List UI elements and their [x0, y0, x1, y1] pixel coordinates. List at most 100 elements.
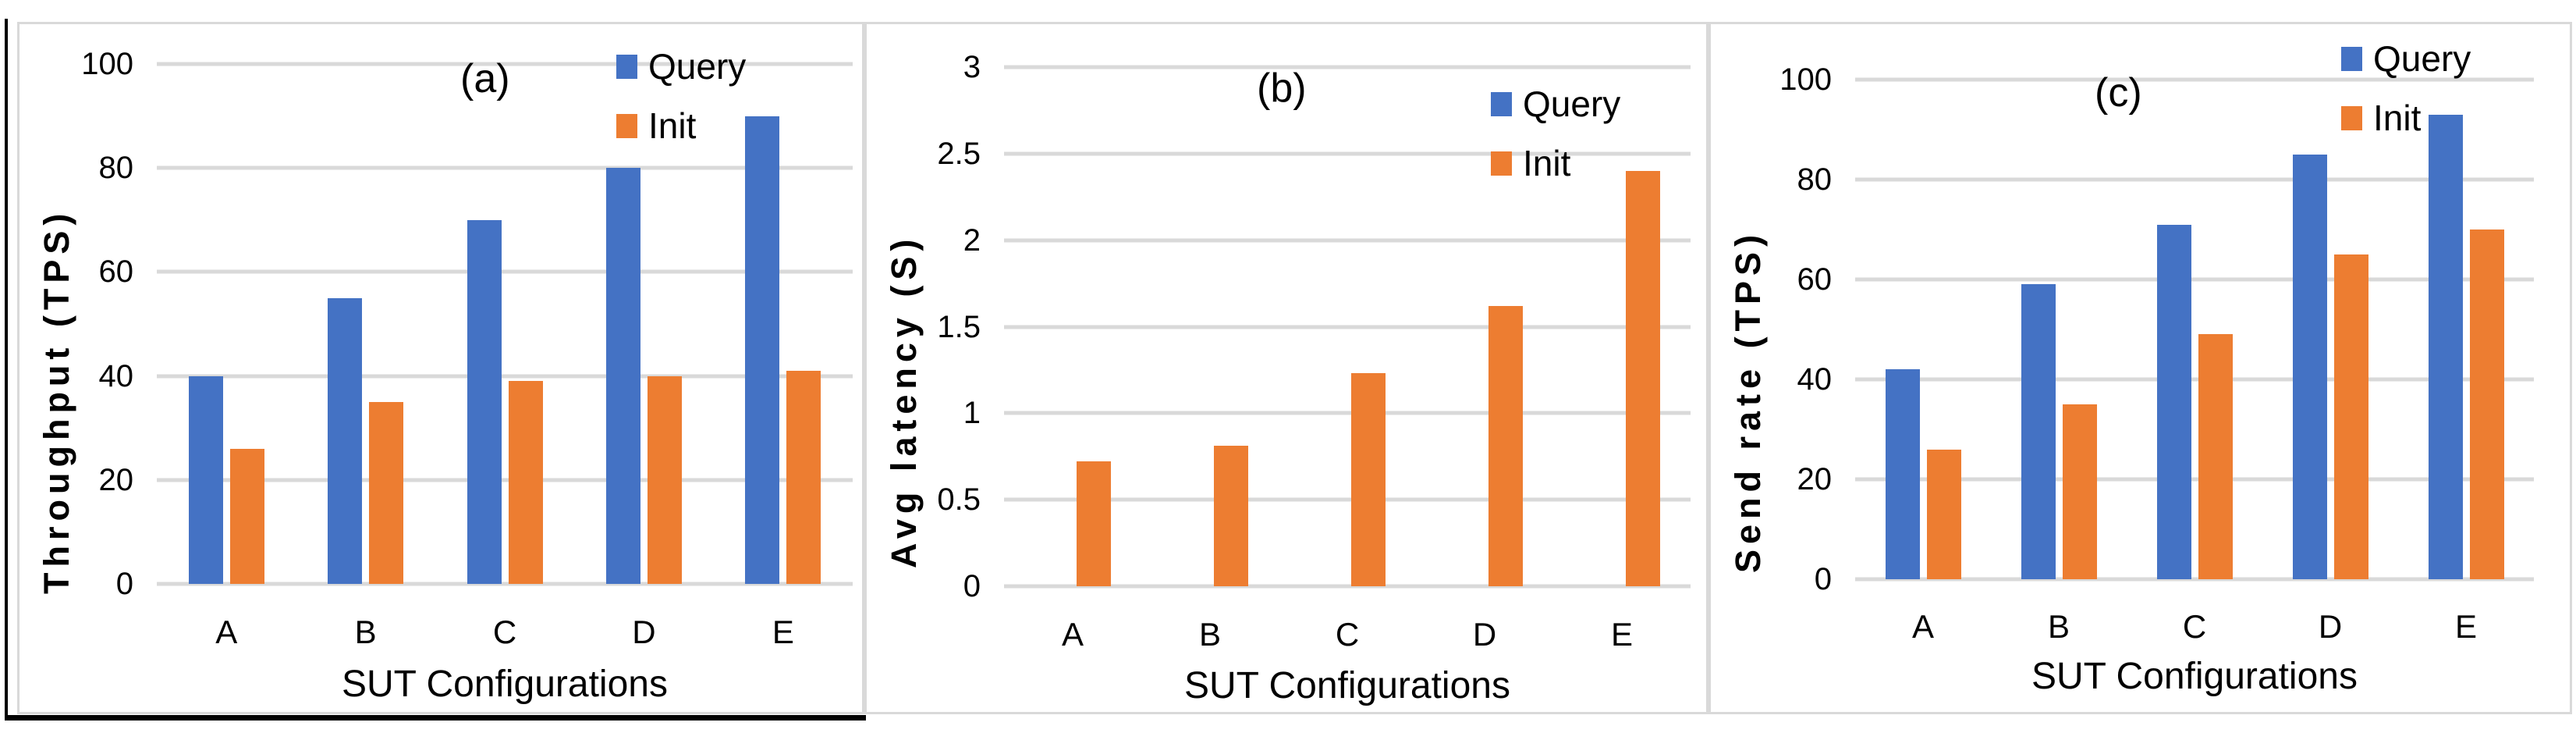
- bar-init-e: [786, 370, 821, 584]
- bar-group-d: [2262, 80, 2398, 579]
- gridline: [1004, 497, 1691, 502]
- legend-label-init: Init: [1523, 143, 1571, 183]
- legend-item-init: Init: [616, 107, 746, 144]
- bar-group-c: [2127, 80, 2262, 579]
- bar-groups: [157, 64, 853, 584]
- y-axis-tick-label: 2.5: [937, 136, 981, 171]
- legend-swatch-init-icon: [2341, 105, 2362, 130]
- bar-init-e: [1625, 171, 1660, 586]
- legend-label-init: Init: [2373, 98, 2422, 138]
- x-axis-title: SUT Configurations: [342, 664, 668, 705]
- chart-panel-c: Send rate (TPS) 0 20 40 60 80 100 (c) Query In…: [1708, 22, 2572, 714]
- x-axis-label-c: C: [1335, 616, 1360, 653]
- bar-init-c: [2198, 334, 2233, 579]
- legend-item-query: Query: [1491, 85, 1620, 123]
- gridline: [1855, 77, 2534, 82]
- y-axis-tick-label: 80: [1797, 162, 1833, 197]
- x-axis-title: SUT Configurations: [1184, 665, 1510, 706]
- x-axis-label-a: A: [215, 614, 238, 650]
- y-axis-tick-label: 0: [963, 569, 981, 603]
- gridline: [1004, 151, 1691, 156]
- y-axis-tick-label: 0.5: [937, 482, 981, 518]
- bar-init-a: [229, 448, 264, 584]
- bar-init-e: [2469, 230, 2504, 579]
- y-axis-tick-label: 2: [963, 222, 981, 258]
- bar-group-e: [1553, 67, 1691, 586]
- gridline: [1004, 411, 1691, 415]
- x-axis-labels: A B C D E: [1855, 608, 2534, 646]
- x-axis-labels: A B C D E: [157, 614, 853, 651]
- bar-init-a: [1076, 461, 1111, 586]
- x-axis-label-d: D: [632, 614, 656, 650]
- bar-init-d: [1488, 305, 1523, 586]
- bar-groups: [1004, 67, 1691, 586]
- gridline: [1004, 584, 1691, 589]
- y-axis-tick-label: 1: [963, 396, 981, 431]
- y-axis-title: Throughput (TPS): [37, 208, 76, 595]
- bar-groups: [1855, 80, 2534, 579]
- bar-query-e: [2428, 114, 2463, 579]
- x-axis-label-a: A: [1061, 616, 1084, 653]
- y-axis-tick-label: 3: [963, 50, 981, 84]
- y-axis-tick-label: 60: [98, 254, 134, 290]
- bar-group-b: [296, 64, 435, 584]
- gridline: [157, 374, 853, 379]
- y-axis-tick-label: 0: [115, 567, 133, 601]
- bar-group-d: [1416, 67, 1553, 586]
- legend-item-init: Init: [1491, 144, 1620, 182]
- legend-swatch-init-icon: [1491, 151, 1512, 176]
- bar-query-c: [467, 219, 502, 584]
- y-axis-tick-label: 40: [98, 358, 134, 393]
- legend-swatch-query-icon: [616, 54, 637, 79]
- legend-swatch-init-icon: [616, 113, 637, 138]
- bar-query-a: [188, 375, 223, 584]
- bar-query-d: [2292, 155, 2327, 579]
- bar-query-a: [1885, 369, 1920, 579]
- bar-init-b: [369, 401, 404, 584]
- bar-init-a: [1926, 449, 1961, 579]
- legend: Query Init: [616, 48, 746, 144]
- table-border-bottom-line: [6, 715, 866, 721]
- plot-area: 0 20 40 60 80 100: [81, 48, 853, 600]
- bar-group-a: [1855, 80, 1991, 579]
- x-axis-label-e: E: [1610, 616, 1633, 653]
- chart-panel-a: Throughput (TPS) 0 20 40 60 80 100 (a) Query I…: [17, 22, 864, 714]
- legend-item-init: Init: [2341, 99, 2471, 137]
- gridline: [157, 478, 853, 482]
- gridline: [157, 582, 853, 586]
- chart-title: (b): [1257, 66, 1307, 111]
- y-axis-title: Send rate (TPS): [1728, 229, 1768, 574]
- y-axis-tick-label: 60: [1797, 262, 1833, 297]
- x-axis-label-b: B: [1198, 616, 1221, 653]
- x-axis-label-b: B: [2047, 608, 2070, 645]
- gridline: [1855, 177, 2534, 182]
- x-axis-label-e: E: [2454, 608, 2477, 645]
- x-axis-label-b: B: [354, 614, 377, 650]
- plot-area: 0 20 40 60 80 100: [1779, 64, 2534, 595]
- bar-init-d: [2333, 254, 2368, 579]
- bar-query-b: [2021, 284, 2056, 579]
- bar-init-b: [2062, 404, 2097, 579]
- gridline: [1855, 577, 2534, 582]
- y-axis-tick-label: 100: [1779, 62, 1832, 97]
- gridline: [1855, 377, 2534, 382]
- y-axis-tick-label: 0: [1814, 562, 1832, 596]
- y-axis-title: Avg latency (S): [884, 233, 924, 569]
- bar-group-e: [714, 64, 853, 584]
- legend-label-init: Init: [648, 105, 697, 146]
- bar-group-d: [574, 64, 713, 584]
- y-axis-tick-label: 40: [1797, 362, 1833, 397]
- x-axis-label-d: D: [1472, 616, 1497, 653]
- chart-panel-b: Avg latency (S) 0 0.5 1 1.5 2 2.5 3 (b) Query I…: [864, 22, 1708, 714]
- bar-group-a: [1004, 67, 1141, 586]
- gridline: [157, 269, 853, 274]
- plot-area: 0 0.5 1 1.5 2 2.5 3: [937, 52, 1691, 602]
- gridline: [157, 165, 853, 170]
- y-axis-tick-label: 80: [98, 151, 134, 186]
- y-axis-tick-label: 100: [81, 47, 133, 81]
- gridline: [1004, 65, 1691, 69]
- bar-group-b: [1991, 80, 2127, 579]
- bar-query-c: [2156, 224, 2191, 579]
- legend-item-query: Query: [2341, 40, 2471, 77]
